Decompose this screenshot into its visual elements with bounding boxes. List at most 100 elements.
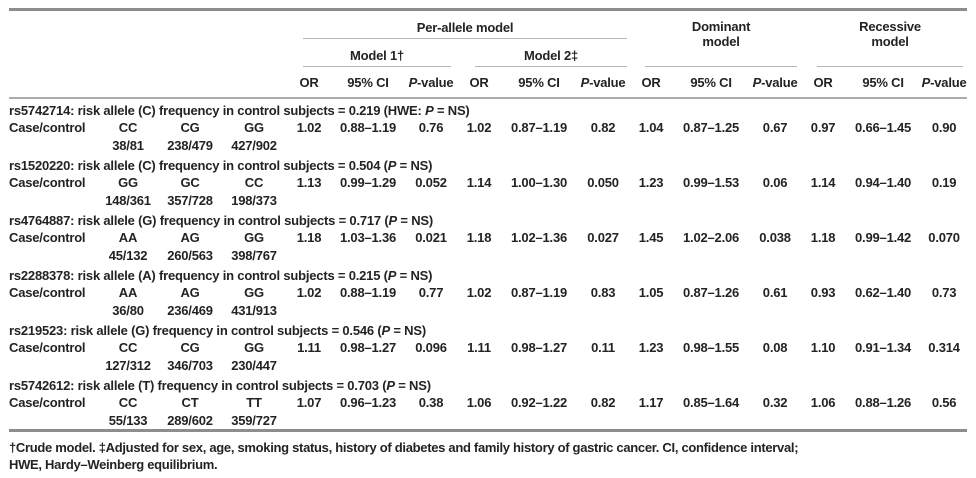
- genotype-3: GG: [244, 339, 264, 355]
- counts-row-stub: [9, 301, 97, 319]
- counts-row-filler: [287, 411, 967, 431]
- snp-title: rs1520220: risk allele (C) frequency in …: [9, 157, 433, 173]
- counts-row-stub: [9, 246, 97, 264]
- model1-or: 1.02: [296, 284, 322, 300]
- model1-spanner: Model 1†: [287, 39, 457, 67]
- model1-or: 1.13: [296, 174, 322, 190]
- dominant-or: 1.05: [638, 284, 664, 300]
- counts-row-stub: [9, 356, 97, 374]
- model1-pvalue: 0.38: [418, 394, 444, 410]
- dominant-pvalue: 0.08: [762, 339, 788, 355]
- per-allele-model-spanner: Per-allele model: [287, 10, 629, 39]
- genotype-2: CG: [180, 339, 200, 355]
- genotype-1: CC: [118, 394, 138, 410]
- recessive-ci: 0.91–1.34: [855, 339, 912, 355]
- genotype-2: CG: [180, 119, 200, 135]
- genotype-2-count: 236/469: [167, 302, 213, 318]
- model2-ci: 0.98–1.27: [510, 339, 568, 355]
- col-header-pvalue-dominant: P-value: [749, 67, 802, 99]
- genotype-3-count: 431/913: [231, 302, 277, 318]
- snp-title-row: rs1520220: risk allele (C) frequency in …: [9, 154, 967, 173]
- model2-ci: 1.00–1.30: [510, 174, 568, 190]
- model2-or: 1.18: [466, 229, 492, 245]
- recessive-pvalue: 0.73: [931, 284, 957, 300]
- dominant-ci: 0.87–1.26: [683, 284, 740, 300]
- genotype-2: CT: [181, 394, 199, 410]
- counts-row-filler: [287, 246, 967, 264]
- row-label: Case/control: [9, 119, 86, 135]
- model1-label: Model 1†: [349, 48, 405, 63]
- snp-data-row: Case/control GG GC CC 1.13 0.99–1.29 0.0…: [9, 173, 967, 191]
- model2-or: 1.11: [467, 339, 491, 355]
- genotype-1-count: 38/81: [112, 137, 144, 153]
- recessive-pvalue: 0.90: [931, 119, 957, 135]
- model2-pvalue: 0.82: [590, 119, 616, 135]
- model2-pvalue: 0.82: [590, 394, 616, 410]
- recessive-pvalue: 0.070: [928, 229, 960, 245]
- col-header-or-dominant: OR: [629, 67, 674, 99]
- model1-or: 1.18: [296, 229, 322, 245]
- dominant-or: 1.23: [638, 339, 664, 355]
- row-label: Case/control: [9, 284, 86, 300]
- col-header-ci-dominant: 95% CI: [673, 67, 750, 99]
- model1-ci: 0.99–1.29: [339, 174, 397, 190]
- dominant-pvalue: 0.06: [762, 174, 788, 190]
- table-body: rs5742714: risk allele (C) frequency in …: [9, 98, 967, 431]
- snp-title-row: rs5742612: risk allele (T) frequency in …: [9, 374, 967, 393]
- model1-pvalue: 0.76: [418, 119, 444, 135]
- model1-pvalue: 0.052: [415, 174, 447, 190]
- dominant-pvalue: 0.61: [762, 284, 788, 300]
- counts-row-filler: [287, 191, 967, 209]
- recessive-model-label: Recessive model: [859, 19, 921, 49]
- recessive-ci: 0.88–1.26: [855, 394, 912, 410]
- genotype-counts-row: 38/81 238/479 427/902: [9, 136, 967, 154]
- genotype-2-count: 238/479: [167, 137, 213, 153]
- recessive-or: 1.10: [810, 339, 836, 355]
- counts-row-filler: [287, 356, 967, 374]
- snp-data-row: Case/control AA AG GG 1.18 1.03–1.36 0.0…: [9, 228, 967, 246]
- genotype-2-count: 289/602: [167, 412, 213, 428]
- recessive-ci: 0.66–1.45: [855, 119, 912, 135]
- recessive-or: 1.06: [810, 394, 836, 410]
- dominant-or: 1.17: [638, 394, 664, 410]
- recessive-or: 1.14: [810, 174, 836, 190]
- recessive-ci: 0.62–1.40: [855, 284, 912, 300]
- dominant-ci: 0.85–1.64: [683, 394, 740, 410]
- recessive-pvalue: 0.56: [931, 394, 957, 410]
- genotype-1: AA: [118, 284, 138, 300]
- model1-pvalue: 0.021: [415, 229, 447, 245]
- snp-title: rs2288378: risk allele (A) frequency in …: [9, 267, 433, 283]
- model2-ci: 0.87–1.19: [510, 119, 568, 135]
- model2-pvalue: 0.83: [590, 284, 616, 300]
- genotype-2: AG: [180, 284, 200, 300]
- recessive-or: 0.97: [810, 119, 836, 135]
- dominant-or: 1.45: [638, 229, 664, 245]
- genotype-counts-row: 127/312 346/703 230/447: [9, 356, 967, 374]
- genotype-counts-row: 148/361 357/728 198/373: [9, 191, 967, 209]
- row-label: Case/control: [9, 229, 86, 245]
- genotype-1: CC: [118, 119, 138, 135]
- row-label: Case/control: [9, 174, 86, 190]
- genotype-2-count: 260/563: [167, 247, 213, 263]
- snp-data-row: Case/control AA AG GG 1.02 0.88–1.19 0.7…: [9, 283, 967, 301]
- snp-data-row: Case/control CC CG GG 1.02 0.88–1.19 0.7…: [9, 118, 967, 136]
- model1-pvalue: 0.096: [415, 339, 447, 355]
- recessive-or: 1.18: [810, 229, 836, 245]
- footnote: †Crude model. ‡Adjusted for sex, age, sm…: [9, 440, 799, 472]
- genotype-3: GG: [244, 229, 264, 245]
- genotype-3: CC: [244, 174, 264, 190]
- genotype-3-count: 230/447: [231, 357, 277, 373]
- model1-pvalue: 0.77: [418, 284, 444, 300]
- model2-or: 1.02: [466, 284, 492, 300]
- genotype-1-count: 148/361: [105, 192, 151, 208]
- model2-label: Model 2‡: [524, 48, 579, 63]
- genotype-counts-row: 36/80 236/469 431/913: [9, 301, 967, 319]
- snp-data-row: Case/control CC CG GG 1.11 0.98–1.27 0.0…: [9, 338, 967, 356]
- genotype-3: GG: [244, 119, 264, 135]
- association-results-table: Per-allele model Dominant model Recessiv…: [9, 8, 968, 432]
- snp-title: rs5742714: risk allele (C) frequency in …: [9, 102, 470, 118]
- col-header-ci-recessive: 95% CI: [845, 67, 922, 99]
- dominant-ci: 1.02–2.06: [683, 229, 740, 245]
- genotype-1: GG: [118, 174, 138, 190]
